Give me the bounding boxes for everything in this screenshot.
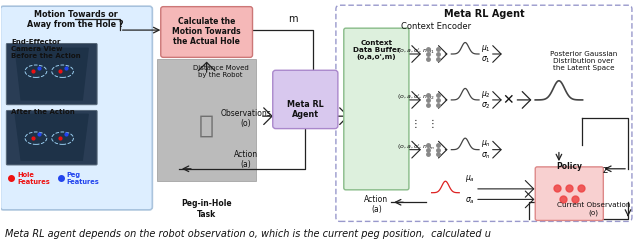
Text: Distance Moved
by the Robot: Distance Moved by the Robot [193, 65, 248, 78]
Text: $\mu_n$: $\mu_n$ [481, 138, 491, 149]
FancyBboxPatch shape [6, 110, 97, 165]
Text: Policy: Policy [556, 162, 582, 171]
FancyBboxPatch shape [161, 7, 253, 57]
Text: $(o,a,o^{\prime},m)_1$: $(o,a,o^{\prime},m)_1$ [397, 46, 435, 56]
Text: Context Encoder: Context Encoder [401, 22, 470, 31]
Text: z: z [603, 165, 608, 175]
Text: m: m [288, 14, 297, 24]
Bar [157, 59, 256, 181]
Text: Calculate the
Motion Towards
the Actual Hole: Calculate the Motion Towards the Actual … [172, 17, 241, 47]
FancyBboxPatch shape [344, 28, 409, 190]
Polygon shape [15, 48, 88, 100]
Text: Meta RL
Agent: Meta RL Agent [287, 100, 324, 119]
Polygon shape [15, 114, 88, 160]
Text: Peg
Features: Peg Features [67, 172, 99, 185]
Text: ✕: ✕ [502, 93, 513, 107]
Text: Context
Data Buffer
(o,a,o',m): Context Data Buffer (o,a,o',m) [353, 40, 400, 60]
Text: Current Observation
(o): Current Observation (o) [557, 202, 630, 216]
Text: $(o,a,o^{\prime},m)_2$: $(o,a,o^{\prime},m)_2$ [397, 92, 435, 102]
Text: Hole
Features: Hole Features [17, 172, 50, 185]
Text: Posterior Gaussian
Distribution over
the Latent Space: Posterior Gaussian Distribution over the… [550, 51, 617, 71]
Text: Motion Towards or
Away from the Hole ?: Motion Towards or Away from the Hole ? [27, 10, 124, 29]
Text: Meta RL agent depends on the robot observation o, which is the current peg posit: Meta RL agent depends on the robot obser… [5, 229, 492, 239]
Text: $\sigma_2$: $\sigma_2$ [481, 100, 491, 111]
FancyBboxPatch shape [6, 43, 97, 105]
Text: Meta RL Agent: Meta RL Agent [444, 9, 524, 19]
FancyBboxPatch shape [273, 70, 338, 129]
Text: Action
(a): Action (a) [234, 150, 258, 169]
Text: $\sigma_a$: $\sigma_a$ [465, 195, 475, 206]
FancyBboxPatch shape [535, 167, 604, 221]
Text: $\mu_a$: $\mu_a$ [465, 173, 475, 184]
Text: $\mu_2$: $\mu_2$ [481, 89, 491, 100]
Text: End-Effector
Camera View
Before the Action: End-Effector Camera View Before the Acti… [12, 39, 81, 59]
Text: Observations
(o): Observations (o) [221, 108, 271, 128]
Text: $\sigma_1$: $\sigma_1$ [481, 54, 491, 65]
Text: $(o,a,o^{\prime},m)_n$: $(o,a,o^{\prime},m)_n$ [397, 142, 435, 152]
FancyBboxPatch shape [1, 6, 152, 210]
Text: Peg-in-Hole
Task: Peg-in-Hole Task [181, 199, 232, 219]
Text: ⋮: ⋮ [428, 119, 438, 129]
Text: Action
(a): Action (a) [364, 195, 388, 214]
Text: ⋮: ⋮ [411, 119, 420, 129]
Text: $\mu_1$: $\mu_1$ [481, 43, 491, 54]
Text: 🤖: 🤖 [199, 114, 214, 138]
Text: $\sigma_n$: $\sigma_n$ [481, 150, 491, 161]
Text: After the Action: After the Action [12, 108, 75, 114]
